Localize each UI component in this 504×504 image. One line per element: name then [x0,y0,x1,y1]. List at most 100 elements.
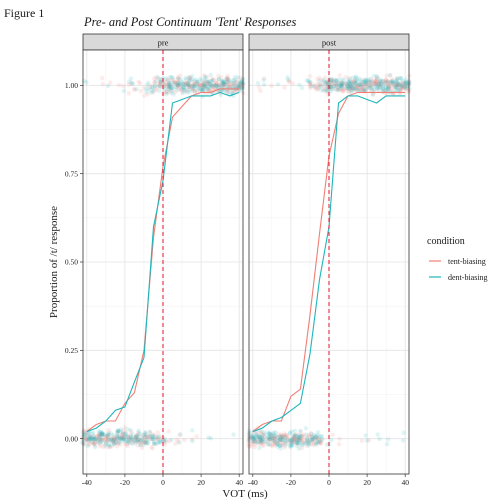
jitter-point [225,90,230,95]
jitter-point [176,80,181,86]
jitter-point [277,443,282,449]
jitter-point [142,439,147,444]
jitter-point [306,441,312,446]
jitter-point [363,81,369,87]
jitter-point [317,438,322,443]
jitter-point [376,82,381,88]
y-tick-label: 0.00 [65,434,78,443]
jitter-point [84,432,89,437]
jitter-point [208,81,213,86]
jitter-point [111,438,117,443]
jitter-point [158,79,163,85]
jitter-point [294,434,299,439]
jitter-point [187,87,192,92]
jitter-point [358,78,363,83]
jitter-point [194,79,200,84]
jitter-point [96,433,101,438]
jitter-point [257,436,263,442]
jitter-point [227,83,232,89]
jitter-point [97,437,103,442]
jitter-point [355,84,360,90]
jitter-point [165,76,170,82]
jitter-point [348,84,353,89]
jitter-point [96,437,101,442]
jitter-point [368,80,373,85]
jitter-point [238,85,243,90]
jitter-point [114,430,120,436]
jitter-point [276,438,281,444]
jitter-point [219,83,224,88]
jitter-point [167,81,172,86]
jitter-point [133,435,139,440]
jitter-point [322,86,327,91]
jitter-point [153,434,158,440]
jitter-point [320,82,326,87]
jitter-point [198,82,203,88]
jitter-point [376,82,382,87]
jitter-point [357,76,362,81]
jitter-point [337,73,342,78]
jitter-point [174,80,179,85]
jitter-point [265,442,270,447]
jitter-point [195,84,201,89]
jitter-point [195,85,201,90]
jitter-point [346,80,351,85]
jitter-point [186,74,191,80]
jitter-point [364,81,369,87]
jitter-point [348,80,354,85]
jitter-point [186,85,191,90]
jitter-point [284,432,289,438]
legend-item-dent-biasing: dent-biasing [427,270,488,284]
jitter-point [86,439,91,445]
jitter-point [383,78,389,83]
jitter-point [137,442,143,448]
jitter-point [369,88,375,93]
jitter-point [324,84,329,89]
jitter-point [271,437,277,442]
jitter-point [194,434,199,439]
jitter-point [369,83,374,88]
jitter-point [137,81,143,86]
jitter-point [209,84,214,89]
jitter-point [237,86,242,91]
jitter-point [83,437,89,443]
jitter-point [272,439,277,444]
jitter-point [352,83,358,88]
x-tick-label: 20 [363,478,371,487]
y-tick-label: 0.75 [65,169,78,178]
jitter-point [276,443,282,448]
jitter-point [144,89,149,95]
jitter-point [392,83,397,88]
jitter-point [103,437,109,442]
jitter-point [204,83,209,89]
jitter-point [106,442,112,447]
jitter-point [237,82,242,87]
jitter-point [339,83,344,88]
jitter-point [360,86,365,92]
jitter-point [292,428,298,434]
jitter-point [103,441,109,446]
jitter-point [176,76,181,81]
jitter-point [111,441,116,447]
jitter-point [97,432,103,438]
jitter-point [113,436,118,442]
jitter-point [360,88,366,93]
jitter-point [95,438,101,443]
jitter-point [306,433,311,438]
jitter-point [218,82,223,87]
jitter-point [309,431,314,436]
jitter-point [273,440,278,445]
jitter-point [125,427,130,432]
jitter-point [274,433,279,438]
jitter-point [377,82,382,87]
jitter-point [125,434,130,439]
jitter-point [407,86,412,91]
jitter-point [234,80,239,85]
jitter-point [379,78,385,84]
jitter-point [258,429,263,435]
x-tick-label: -20 [120,478,130,487]
jitter-point [394,88,400,93]
jitter-point [349,81,355,87]
jitter-point [307,438,313,444]
jitter-point [303,441,308,446]
